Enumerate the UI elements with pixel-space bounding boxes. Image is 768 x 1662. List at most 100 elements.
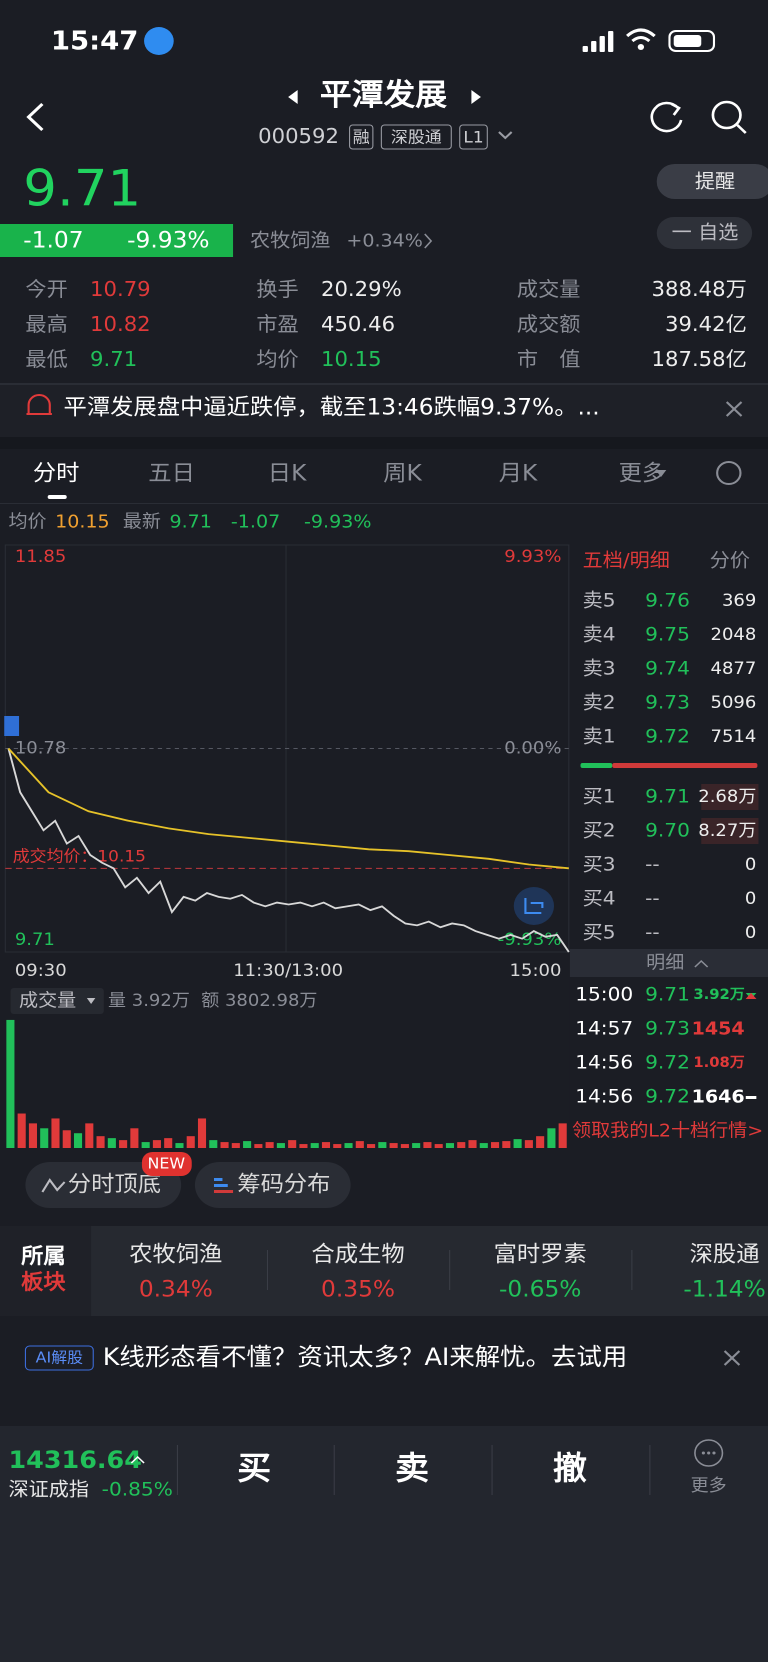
volume-bar — [344, 1143, 353, 1148]
back-button[interactable] — [26, 102, 44, 132]
watchlist-button — [656, 217, 753, 249]
tool-icon — [41, 1178, 66, 1193]
volume-bar — [457, 1142, 466, 1148]
fullscreen-icon — [524, 898, 544, 914]
stat-label: 换手 — [256, 277, 298, 300]
book-title[interactable]: 五档/明细 — [583, 549, 670, 571]
chart-tab[interactable]: 分时 — [33, 461, 80, 486]
volume-bar — [367, 1144, 376, 1148]
prev-arrow[interactable] — [288, 90, 298, 104]
chart-tab[interactable]: 周K — [383, 461, 423, 486]
volume-bar — [107, 1138, 116, 1148]
stat-value: 10.82 — [90, 312, 151, 335]
trade-button[interactable]: 撤 — [553, 1449, 587, 1487]
volume-bar — [389, 1143, 398, 1148]
volume-bar — [17, 1113, 26, 1148]
volume-bar — [491, 1142, 500, 1148]
new-badge — [141, 1152, 192, 1176]
volume-bar — [141, 1142, 150, 1148]
sector-name[interactable]: 富时罗素 — [494, 1242, 587, 1267]
summary-change-pct: -9.93% — [304, 512, 371, 532]
volume-bar — [62, 1130, 71, 1148]
signal-bar — [599, 36, 605, 52]
fullscreen-button[interactable] — [513, 887, 555, 925]
sector-change: -0.65% — [499, 1277, 581, 1302]
sector-title: 所属 — [21, 1244, 65, 1268]
chart-tab[interactable]: 更多 — [619, 461, 666, 486]
trade-button[interactable]: 卖 — [395, 1449, 429, 1487]
detail-toggle[interactable]: 明细 — [646, 953, 684, 973]
trade-arrow — [745, 993, 757, 999]
ask-price: 9.73 — [645, 691, 690, 713]
remind-label[interactable]: 提醒 — [695, 170, 735, 192]
ai-banner-text[interactable]: K线形态看不懂？资讯太多？AI来解忧。去试用 — [103, 1342, 628, 1370]
chart-tab[interactable]: 五日 — [148, 461, 195, 486]
chart-tab[interactable]: 月K — [499, 461, 539, 486]
trade-price: 9.73 — [645, 1017, 690, 1039]
volume-bar — [558, 1123, 567, 1148]
more-dot — [712, 1451, 716, 1455]
book-alt[interactable]: 分价 — [710, 549, 750, 571]
notice-text[interactable]: 平潭发展盘中逼近跌停，截至13:46跌幅9.37%。... — [64, 395, 600, 420]
next-arrow[interactable] — [471, 90, 481, 104]
volume-bar — [276, 1143, 285, 1148]
sector-name[interactable]: 农牧饲渔 — [129, 1242, 222, 1267]
more-label[interactable]: 更多 — [691, 1476, 727, 1495]
avg-price-label: 成交均价：10.15 — [13, 847, 146, 865]
bid-price: -- — [645, 921, 660, 943]
sector-chevron — [424, 233, 433, 249]
ask-label: 卖4 — [583, 623, 616, 645]
volume-bar — [468, 1140, 477, 1148]
chart-tab[interactable]: 日K — [268, 461, 308, 486]
settings-icon[interactable] — [716, 461, 742, 485]
ai-close[interactable] — [723, 1350, 741, 1366]
sector-name[interactable]: 农牧饲渔 — [250, 229, 330, 251]
volume-bar — [310, 1143, 319, 1148]
stat-label: 最高 — [25, 312, 67, 335]
sector-name[interactable]: 深股通 — [690, 1242, 760, 1267]
sector-name[interactable]: 合成生物 — [311, 1242, 404, 1267]
search-icon[interactable] — [711, 100, 742, 130]
wifi-icon — [626, 28, 656, 43]
watchlist-label[interactable]: 一 自选 — [672, 221, 739, 243]
change-bg — [0, 224, 234, 257]
stock-tag: 深股通 — [391, 128, 442, 146]
volume-value: 额 3802.98万 — [201, 991, 317, 1010]
sector-divider — [449, 1250, 451, 1290]
bar-divider — [333, 1445, 335, 1495]
volume-bar — [152, 1140, 161, 1148]
bar-divider — [649, 1445, 651, 1495]
volume-bar — [321, 1142, 331, 1148]
notice-close[interactable] — [725, 401, 743, 417]
tool-label[interactable]: 筹码分布 — [237, 1172, 330, 1197]
trade-button[interactable]: 买 — [237, 1449, 271, 1487]
tool-label[interactable]: 分时顶底 — [68, 1172, 161, 1197]
tag-box — [380, 124, 452, 150]
status-time: 15:47 — [51, 26, 139, 56]
tool-button — [194, 1162, 351, 1208]
stat-value: 388.48万 — [652, 277, 747, 300]
stat-value: 10.15 — [321, 347, 382, 370]
volume-label[interactable]: 成交量 — [19, 991, 76, 1011]
signal-marker — [4, 716, 20, 736]
y-tick-label: 11.85 — [15, 547, 67, 566]
bid-volume: 8.27万 — [698, 821, 756, 840]
volume-bar — [175, 1143, 184, 1148]
ask-price: 9.76 — [645, 589, 690, 611]
volume-bar — [479, 1143, 488, 1148]
ask-label: 卖1 — [583, 725, 616, 747]
tool-icon — [213, 1184, 228, 1187]
y-tick-label: 10.78 — [15, 739, 67, 758]
ratio-bar-sell — [612, 763, 758, 768]
y-tick-label: 9.71 — [15, 930, 55, 949]
volume-bar — [288, 1140, 297, 1148]
l2-link[interactable]: 领取我的L2十档行情> — [572, 1121, 763, 1141]
summary-label: 最新 — [123, 512, 161, 532]
more-icon[interactable] — [694, 1439, 724, 1467]
volume-bar — [73, 1133, 83, 1148]
refresh-icon[interactable] — [650, 101, 683, 133]
ask-label: 卖2 — [583, 691, 616, 713]
stat-label: 成交量 — [517, 277, 581, 300]
